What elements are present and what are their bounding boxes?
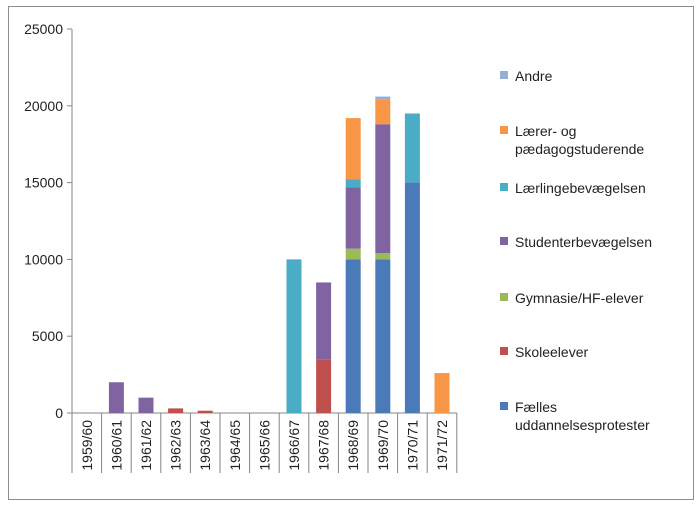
- legend-label: uddannelsesprotester: [515, 417, 650, 433]
- bar-segment: [108, 382, 124, 413]
- bar-segment: [345, 179, 361, 188]
- bar-segment: [345, 259, 361, 413]
- bar-segment: [286, 259, 302, 413]
- legend-swatch: [500, 347, 508, 355]
- bar-segment: [375, 259, 391, 413]
- legend-item: Gymnasie/HF-elever: [500, 290, 644, 306]
- legend-label: Lærlingebevægelsen: [515, 180, 646, 196]
- legend-item: Fælles uddannelsesprotester: [500, 399, 650, 433]
- y-tick-label: 5000: [32, 328, 63, 344]
- bar-segment: [375, 96, 391, 100]
- y-tick-label: 20000: [24, 98, 63, 114]
- bar-segment: [316, 282, 332, 360]
- x-tick-label: 1964/65: [227, 420, 243, 471]
- x-axis: 1959/60 1960/61 1961/62 1962/63 1963/64 1964/…: [71, 412, 458, 473]
- y-tick-label: 25000: [24, 21, 63, 37]
- bar-segment: [375, 124, 391, 254]
- legend-label: Andre: [515, 68, 553, 84]
- x-tick-label: 1969/70: [375, 420, 391, 471]
- legend-item: Lærlingebevægelsen: [500, 180, 646, 196]
- x-tick-label: 1965/66: [256, 420, 272, 471]
- legend-swatch: [500, 237, 508, 245]
- x-tick-label: 1968/69: [345, 420, 361, 471]
- legend-swatch: [500, 71, 508, 79]
- bar-segment: [316, 359, 332, 413]
- legend-label: Studenterbevægelsen: [515, 234, 652, 250]
- bar-segment: [375, 99, 391, 125]
- x-tick-label: 1967/68: [316, 420, 332, 471]
- legend-label: Gymnasie/HF-elever: [515, 290, 644, 306]
- bar-segment: [375, 253, 391, 260]
- bar-segment: [404, 113, 420, 183]
- x-tick-label: 1962/63: [168, 420, 184, 471]
- legend-label: pædagogstuderende: [515, 141, 644, 157]
- x-tick-label: 1959/60: [79, 420, 95, 471]
- legend-item: Studenterbevægelsen: [500, 234, 652, 250]
- legend-swatch: [500, 402, 508, 410]
- bar-segment: [404, 182, 420, 413]
- x-tick-label: 1971/72: [434, 420, 450, 471]
- y-tick-label: 0: [55, 405, 63, 421]
- bar-segment: [138, 397, 154, 413]
- y-tick-label: 15000: [24, 175, 63, 191]
- y-axis: 0 5000 10000 15000 20000 25000: [24, 21, 73, 421]
- legend-item: Lærer- og pædagogstuderende: [500, 123, 644, 157]
- bar-segment: [345, 118, 361, 180]
- legend-label: Lærer- og: [515, 123, 576, 139]
- x-tick-label: 1961/62: [138, 420, 154, 471]
- legend-swatch: [500, 293, 508, 301]
- bars: [108, 96, 450, 413]
- x-tick-label: 1960/61: [108, 420, 124, 471]
- bar-segment: [197, 410, 213, 413]
- x-tick-label: 1966/67: [286, 420, 302, 471]
- legend-item: Andre: [500, 68, 553, 84]
- x-tick-label: 1970/71: [404, 420, 420, 471]
- bar-segment: [168, 408, 184, 413]
- bar-segment: [345, 187, 361, 249]
- legend-label: Fælles: [515, 399, 557, 415]
- y-tick-label: 10000: [24, 251, 63, 267]
- bar-segment: [345, 248, 361, 260]
- legend-item: Skoleelever: [500, 344, 588, 360]
- legend: Andre Lærer- og pædagogstuderende Lærlingeb…: [500, 68, 652, 433]
- legend-swatch: [500, 183, 508, 191]
- legend-swatch: [500, 126, 508, 134]
- x-tick-label: 1963/64: [197, 420, 213, 471]
- bar-segment: [434, 373, 450, 413]
- legend-label: Skoleelever: [515, 344, 588, 360]
